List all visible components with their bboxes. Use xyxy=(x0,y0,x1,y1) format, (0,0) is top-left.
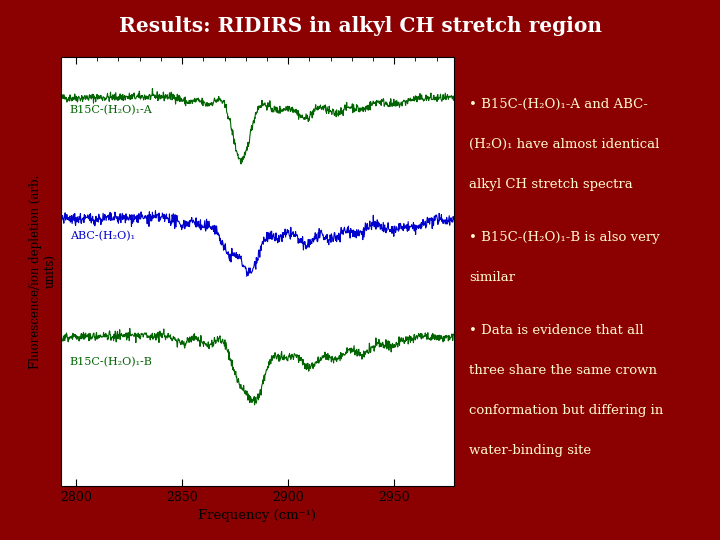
Text: alkyl CH stretch spectra: alkyl CH stretch spectra xyxy=(469,178,633,191)
X-axis label: Frequency (cm⁻¹): Frequency (cm⁻¹) xyxy=(199,509,316,522)
Text: similar: similar xyxy=(469,271,516,284)
Text: • B15C-(H₂O)₁-A and ABC-: • B15C-(H₂O)₁-A and ABC- xyxy=(469,98,648,111)
Text: three share the same crown: three share the same crown xyxy=(469,364,657,377)
Text: conformation but differing in: conformation but differing in xyxy=(469,404,664,417)
Text: B15C-(H₂O)₁-B: B15C-(H₂O)₁-B xyxy=(70,356,153,367)
Text: • B15C-(H₂O)₁-B is also very: • B15C-(H₂O)₁-B is also very xyxy=(469,231,660,244)
Y-axis label: Fluorescence/ion depletion (arb.
units): Fluorescence/ion depletion (arb. units) xyxy=(29,174,57,368)
Text: B15C-(H₂O)₁-A: B15C-(H₂O)₁-A xyxy=(70,105,153,115)
Text: ABC-(H₂O)₁: ABC-(H₂O)₁ xyxy=(70,231,135,241)
Text: • Data is evidence that all: • Data is evidence that all xyxy=(469,324,644,337)
Text: Results: RIDIRS in alkyl CH stretch region: Results: RIDIRS in alkyl CH stretch regi… xyxy=(119,16,601,37)
Text: water-binding site: water-binding site xyxy=(469,444,592,457)
Text: (H₂O)₁ have almost identical: (H₂O)₁ have almost identical xyxy=(469,138,660,151)
